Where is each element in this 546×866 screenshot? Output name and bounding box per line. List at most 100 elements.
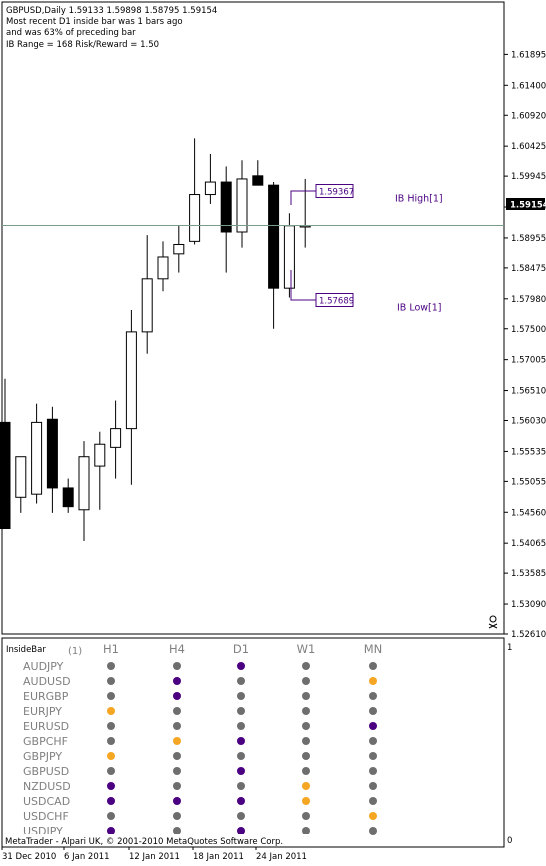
status-dot [302, 797, 310, 805]
time-tick-label: 6 Jan 2011 [64, 852, 110, 862]
price-tick-label: 1.58955 [511, 234, 546, 244]
candle [173, 225, 185, 273]
status-dot [107, 737, 115, 745]
symbol-label: USDCAD [23, 795, 70, 808]
status-dot [369, 737, 377, 745]
candle [141, 235, 153, 354]
price-tick-label: 1.54560 [511, 508, 546, 518]
price-axis: 1.618951.614001.609201.604251.599451.594… [504, 50, 546, 640]
status-dot [173, 767, 181, 775]
status-dot [173, 752, 181, 760]
status-dot [173, 797, 181, 805]
status-dot [107, 812, 115, 820]
indicator-scale-top: 1 [507, 643, 512, 653]
price-tick-label: 1.61400 [511, 81, 546, 91]
symbol-label: AUDUSD [23, 675, 71, 688]
symbol-label: GBPCHF [23, 735, 68, 748]
candle [125, 310, 137, 485]
symbol-row: AUDUSD [23, 675, 377, 688]
symbol-label: USDCHF [23, 810, 69, 823]
price-tick-label: 1.56030 [511, 417, 546, 427]
status-dot [237, 767, 245, 775]
candle [252, 160, 264, 186]
symbol-label: AUDJPY [23, 660, 64, 673]
price-tick-label: 1.53585 [511, 569, 546, 579]
status-dot [369, 767, 377, 775]
header-inside-bar-info: Most recent D1 inside bar was 1 bars ago [6, 17, 183, 27]
candle-body-bull [110, 428, 122, 448]
candle-body-bear [220, 181, 232, 233]
header-ib-range: IB Range = 168 Risk/Reward = 1.50 [6, 40, 159, 50]
status-dot [107, 752, 115, 760]
status-dot [173, 737, 181, 745]
status-dot [107, 677, 115, 685]
status-dot [237, 752, 245, 760]
ib-high-value: 1.59367 [319, 188, 354, 198]
ib-high-connector [290, 190, 316, 205]
symbol-row: GBPJPY [23, 750, 377, 763]
status-dot [173, 707, 181, 715]
candle-body-bull [283, 225, 295, 289]
status-dot [302, 737, 310, 745]
status-dot [302, 692, 310, 700]
price-tick-label: 1.56510 [511, 387, 546, 397]
timeframe-header: H4 [169, 642, 185, 656]
price-tick-label: 1.57980 [511, 295, 546, 305]
status-dot [369, 677, 377, 685]
price-tick-label: 1.59945 [511, 172, 546, 182]
status-dot [237, 827, 245, 835]
status-dot [173, 692, 181, 700]
candle-body-bull [15, 456, 27, 498]
status-dot [107, 692, 115, 700]
timeframe-header: D1 [233, 642, 249, 656]
status-dot [173, 782, 181, 790]
symbol-row: USDCHF [23, 810, 377, 823]
status-dot [237, 677, 245, 685]
status-dot [369, 797, 377, 805]
status-dot [302, 722, 310, 730]
candle-body-bull [204, 181, 216, 196]
status-dot [237, 797, 245, 805]
price-tick-label: 1.60920 [511, 111, 546, 121]
status-dot [302, 677, 310, 685]
status-dot [369, 752, 377, 760]
candle-body-bull [189, 194, 201, 242]
candle [46, 406, 58, 513]
candle-body-bull [236, 178, 248, 233]
candle [268, 182, 280, 329]
timeframe-header: W1 [297, 642, 316, 656]
status-dot [302, 812, 310, 820]
indicator-name: InsideBar [6, 645, 46, 655]
status-dot [107, 722, 115, 730]
status-dot [302, 707, 310, 715]
symbol-row: EURUSD [23, 720, 377, 733]
status-dot [369, 707, 377, 715]
status-dot [302, 827, 310, 835]
current-price-marker [506, 198, 545, 210]
symbol-row: GBPUSD [23, 765, 377, 778]
price-tick-label: 1.61895 [511, 50, 546, 60]
status-dot [369, 782, 377, 790]
status-dot [107, 827, 115, 835]
indicator-param: (1) [68, 646, 82, 657]
price-chart-frame [1, 1, 505, 635]
status-dot [369, 662, 377, 670]
timeframe-headers: H1 H4 D1 W1 MN [103, 642, 382, 656]
candle [31, 403, 43, 504]
price-tick-label: 1.57500 [511, 325, 546, 335]
indicator-scale-bottom: 0 [507, 836, 512, 846]
status-dot [369, 692, 377, 700]
ib-low-connector [290, 270, 316, 301]
ib-low-box [315, 293, 354, 307]
ib-low-value: 1.57689 [319, 297, 354, 307]
price-chart[interactable]: 1.618951.614001.609201.604251.599451.594… [0, 1, 546, 640]
indicator-window[interactable]: InsideBar (1) 1 0 H1 H4 D1 W1 MN AUDJPY AUDUS… [1, 637, 512, 848]
price-tick-label: 1.58475 [511, 264, 546, 274]
candle-body-bear [46, 418, 58, 489]
symbol-label: GBPUSD [23, 765, 69, 778]
candle-body-bear [0, 421, 11, 530]
symbol-row: AUDJPY [23, 660, 377, 673]
status-dot [237, 737, 245, 745]
status-dot [302, 662, 310, 670]
